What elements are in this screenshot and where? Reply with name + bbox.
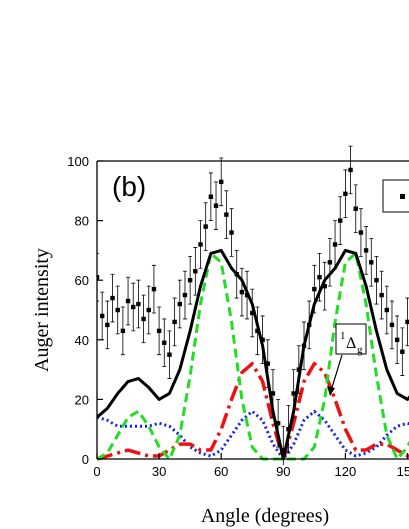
data-point bbox=[384, 307, 389, 313]
data-point bbox=[358, 230, 364, 235]
legend-marker bbox=[400, 194, 405, 199]
x-tick-label: 120 bbox=[335, 464, 357, 479]
data-point bbox=[353, 206, 358, 211]
y-tick-label: 40 bbox=[75, 333, 89, 348]
y-tick-label: 0 bbox=[82, 452, 89, 467]
data-point bbox=[332, 242, 338, 247]
data-point bbox=[229, 230, 234, 235]
data-point bbox=[405, 319, 409, 325]
y-tick-label: 20 bbox=[75, 392, 89, 407]
y-tick-label: 80 bbox=[75, 214, 89, 229]
data-point bbox=[120, 328, 126, 334]
curve bbox=[97, 251, 409, 461]
data-point bbox=[296, 367, 302, 372]
data-point bbox=[105, 322, 110, 328]
data-point bbox=[187, 278, 193, 283]
data-point bbox=[312, 286, 317, 292]
error-bar bbox=[97, 252, 99, 302]
data-point bbox=[141, 316, 146, 322]
data-point bbox=[379, 292, 384, 298]
data-point bbox=[301, 343, 307, 348]
x-axis-label: Angle (degrees) bbox=[201, 505, 329, 527]
data-point bbox=[131, 304, 136, 310]
legend-box bbox=[382, 179, 409, 213]
data-point bbox=[327, 260, 333, 265]
data-point bbox=[369, 260, 374, 265]
data-point bbox=[400, 349, 405, 354]
data-point bbox=[239, 289, 245, 295]
data-point bbox=[250, 310, 255, 316]
data-point bbox=[389, 322, 395, 328]
data-point bbox=[172, 319, 177, 325]
x-tick-label: 60 bbox=[214, 464, 228, 479]
data-point bbox=[203, 224, 208, 229]
data-point bbox=[255, 328, 260, 334]
state-label-box bbox=[335, 323, 367, 355]
data-point bbox=[177, 301, 182, 307]
x-tick-label: 30 bbox=[152, 464, 166, 479]
data-point bbox=[363, 248, 369, 253]
panel-label: (b) bbox=[112, 171, 146, 202]
data-point bbox=[151, 286, 157, 292]
y-tick-label: 60 bbox=[75, 273, 89, 288]
y-axis-label: Auger intensity bbox=[31, 248, 53, 372]
data-point bbox=[348, 167, 353, 173]
data-point bbox=[281, 447, 286, 453]
data-point bbox=[156, 328, 162, 334]
data-point bbox=[208, 194, 214, 199]
data-point bbox=[198, 242, 203, 247]
data-point bbox=[374, 278, 379, 283]
data-point bbox=[99, 313, 105, 319]
data-point bbox=[338, 218, 343, 223]
x-tick-label: 0 bbox=[93, 464, 100, 479]
state-label-sup: 1 bbox=[340, 330, 346, 342]
x-tick-label: 150 bbox=[397, 464, 409, 479]
data-point bbox=[291, 391, 296, 396]
data-point bbox=[136, 301, 141, 307]
data-point bbox=[343, 191, 348, 196]
data-point bbox=[125, 298, 131, 304]
data-point bbox=[224, 212, 229, 217]
data-point bbox=[265, 361, 270, 366]
y-tick-label: 100 bbox=[67, 154, 89, 169]
data-point bbox=[146, 307, 151, 313]
data-point bbox=[219, 179, 224, 185]
data-point bbox=[234, 272, 239, 277]
data-point bbox=[394, 337, 400, 342]
pointer-arrow-head bbox=[327, 386, 335, 396]
x-tick-label: 90 bbox=[276, 464, 290, 479]
data-point bbox=[110, 295, 115, 301]
data-point bbox=[193, 269, 198, 274]
data-point bbox=[162, 340, 167, 345]
data-point bbox=[182, 292, 188, 298]
state-label-sub: g bbox=[357, 344, 363, 356]
data-point bbox=[275, 421, 281, 426]
data-point bbox=[322, 283, 327, 289]
data-point bbox=[97, 275, 100, 280]
data-point bbox=[286, 427, 291, 432]
data-point bbox=[306, 322, 312, 328]
data-point bbox=[270, 391, 276, 396]
state-label-main: Δ bbox=[346, 335, 356, 352]
data-point bbox=[115, 307, 120, 313]
data-point bbox=[167, 352, 172, 357]
data-point bbox=[317, 275, 322, 280]
data-point bbox=[244, 292, 250, 298]
data-point bbox=[213, 203, 219, 208]
data-point bbox=[260, 337, 265, 342]
